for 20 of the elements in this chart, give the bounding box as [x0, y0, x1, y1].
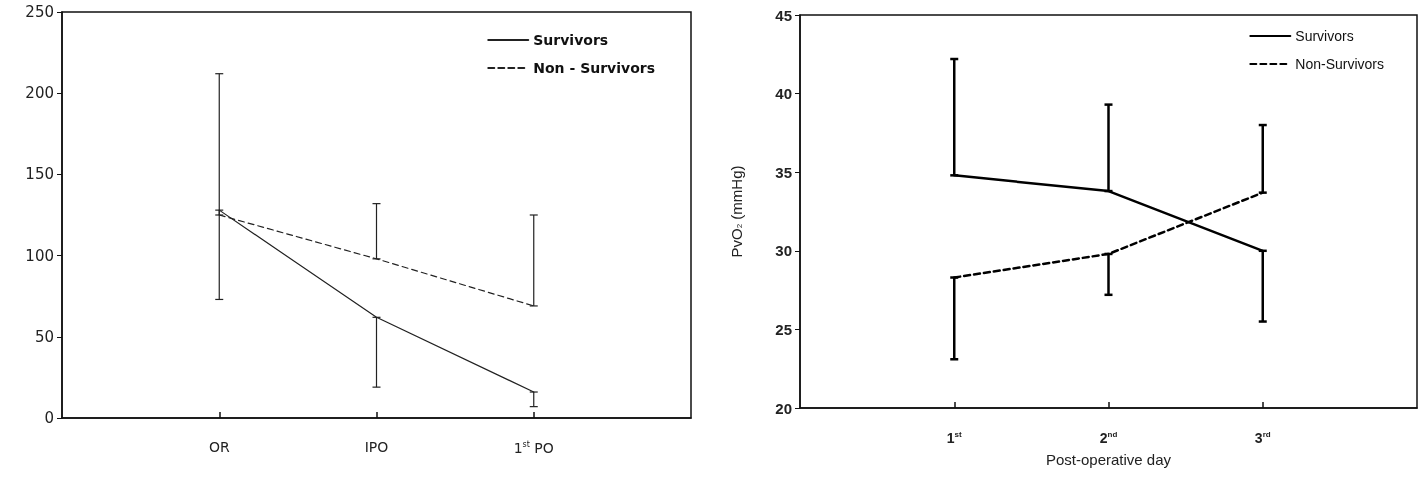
- x-tick-label: IPO: [364, 439, 389, 455]
- y-tick-label: 25: [775, 320, 792, 338]
- y-tick-label: 40: [775, 85, 792, 103]
- y-tick-label: 35: [775, 163, 792, 181]
- x-tick-label: OR: [208, 439, 230, 455]
- legend-label: Non-Survivors: [1295, 56, 1385, 72]
- y-tick-label: 200: [25, 84, 54, 103]
- legend-label: Non - Survivors: [533, 60, 656, 76]
- y-tick-label: 50: [34, 327, 54, 346]
- y-tick-label: 45: [775, 6, 792, 24]
- y-tick-label: 30: [775, 242, 792, 260]
- y-tick-label: 20: [775, 399, 792, 417]
- y-tick-label: 0: [44, 409, 54, 427]
- y-tick-label: 100: [25, 246, 54, 265]
- y-axis-title: PvO2 (mmHg): [728, 165, 745, 258]
- y-tick-label: 250: [25, 3, 54, 21]
- legend-label: Survivors: [1295, 28, 1354, 44]
- y-tick-label: 150: [25, 165, 54, 184]
- legend-label: Survivors: [533, 32, 609, 48]
- x-axis-title: Post-operative day: [1045, 451, 1172, 468]
